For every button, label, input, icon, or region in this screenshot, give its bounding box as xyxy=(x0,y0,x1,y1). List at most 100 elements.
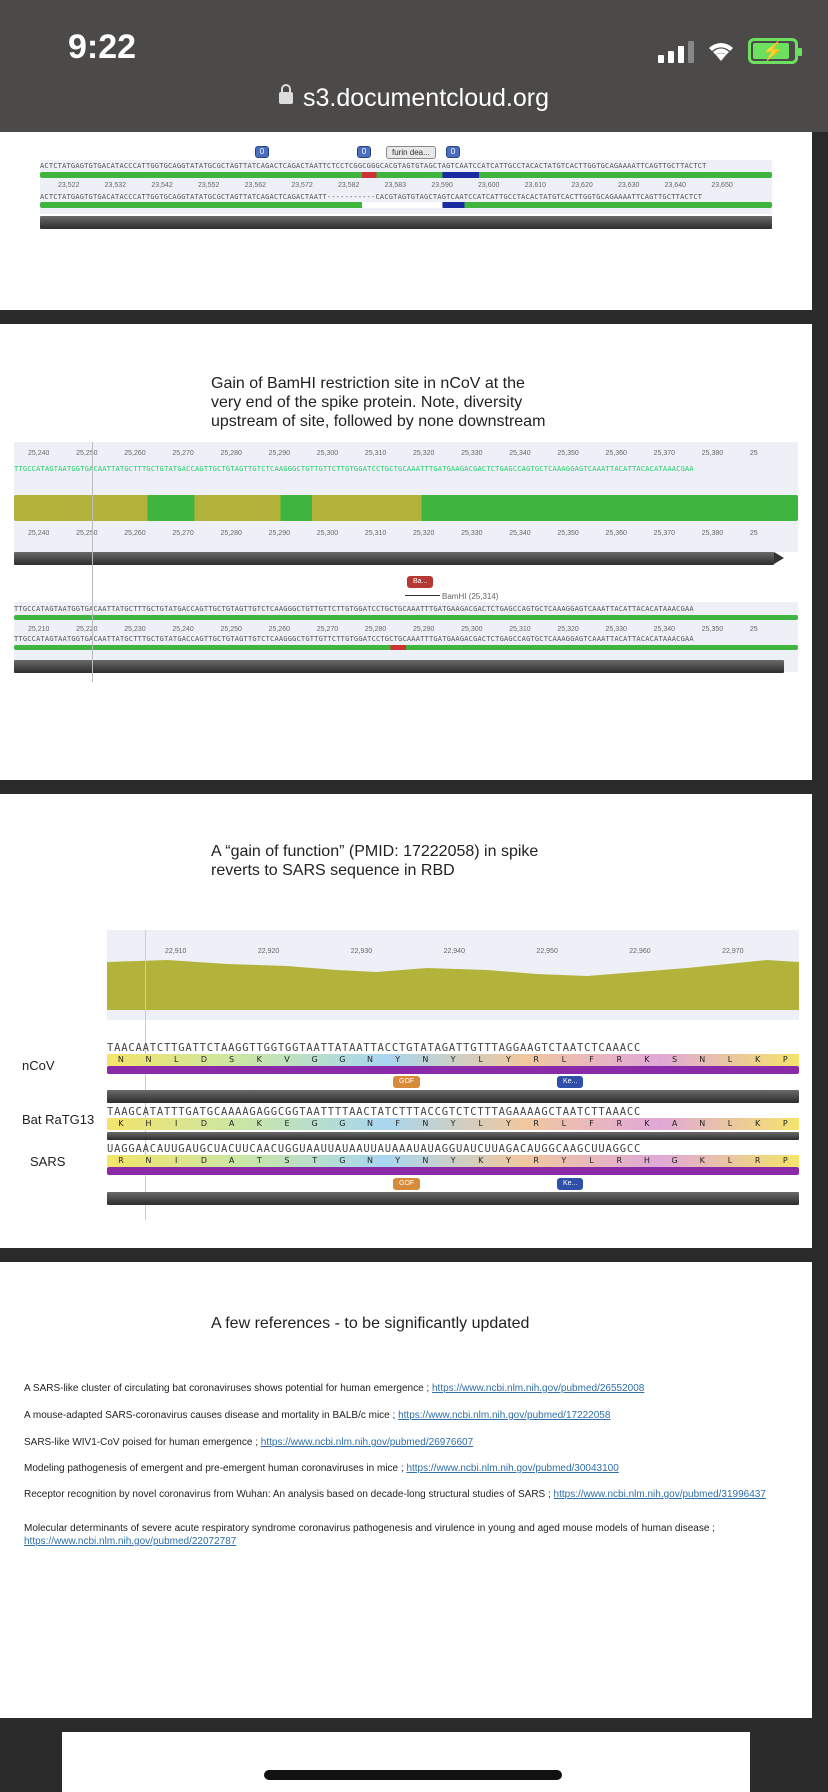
tick-label: 25,210 xyxy=(28,626,50,633)
amino-acid: I xyxy=(175,1156,178,1165)
nt-sars: UAGGAACAUUGAUGCUACUUCAACUGGUAAUUAUAAUUAU… xyxy=(107,1143,642,1155)
slide2-title: Gain of BamHI restriction site in nCoV a… xyxy=(211,375,546,430)
reference-text: SARS-like WIV1-CoV poised for human emer… xyxy=(24,1437,261,1448)
annotation-button-2[interactable]: 0 xyxy=(357,146,371,158)
amino-acid: L xyxy=(561,1055,567,1064)
amino-acid: N xyxy=(367,1156,374,1165)
tick-label: 25,270 xyxy=(172,530,194,537)
row-label-sars: SARS xyxy=(30,1154,66,1169)
ke-tag-1[interactable]: Ke... xyxy=(557,1076,584,1088)
amino-acid: R xyxy=(616,1119,622,1128)
status-icons: ⚡ xyxy=(658,36,802,66)
amino-acid: K xyxy=(256,1119,262,1128)
tick-label: 25,300 xyxy=(316,530,339,537)
amino-acid: G xyxy=(339,1055,346,1064)
gof-tag-2[interactable]: GOF xyxy=(393,1178,421,1190)
amino-acid: D xyxy=(200,1119,207,1128)
tick-label: 22,970 xyxy=(722,948,744,955)
bamhi-site-line xyxy=(405,595,440,596)
amino-acid: K xyxy=(644,1055,650,1064)
feature-arrow-upper xyxy=(14,552,784,565)
slide-bamhi-site: Gain of BamHI restriction site in nCoV a… xyxy=(0,324,812,780)
amino-acid: Y xyxy=(395,1055,401,1064)
reference-link[interactable]: https://www.ncbi.nlm.nih.gov/pubmed/1722… xyxy=(398,1410,611,1421)
amino-acid: L xyxy=(561,1119,567,1128)
identity-bar-lower xyxy=(14,615,798,620)
sequence-lower-b: TTGCCATAGTAATGGTGACAATTATGCTTTGCTGTATGAC… xyxy=(14,636,694,643)
tick-label: 25,310 xyxy=(364,530,387,537)
tick-label: 25,340 xyxy=(653,626,676,633)
tick-label: 23,532 xyxy=(104,182,127,189)
tick-label: 25,370 xyxy=(653,450,676,457)
amino-acid: S xyxy=(284,1156,290,1165)
tick-label: 23,610 xyxy=(524,182,547,189)
sequence-top: ACTCTATGAGTGTGACATACCCATTGGTGCAGGTATATGC… xyxy=(40,163,707,170)
reference-item: Modeling pathogenesis of emergent and pr… xyxy=(24,1462,794,1475)
annotation-button-3[interactable]: 0 xyxy=(446,146,460,158)
annotation-button-1[interactable]: 0 xyxy=(255,146,269,158)
feature-bar-lower xyxy=(14,660,784,673)
amino-acid: A xyxy=(228,1156,235,1165)
home-indicator[interactable] xyxy=(264,1770,562,1780)
amino-acid: N xyxy=(699,1119,706,1128)
bamhi-tag[interactable]: Ba... xyxy=(407,576,434,588)
feature-bar-sars xyxy=(107,1192,799,1205)
row-label-ncov: nCoV xyxy=(22,1058,55,1073)
amino-acid: N xyxy=(422,1156,429,1165)
tick-label: 25,300 xyxy=(461,626,483,633)
ke-tag-2[interactable]: Ke... xyxy=(557,1178,584,1190)
amino-acid: L xyxy=(727,1055,733,1064)
tick-label: 25,310 xyxy=(509,626,531,633)
amino-acid: P xyxy=(782,1119,788,1128)
amino-acid: K xyxy=(699,1156,705,1165)
amino-acid: G xyxy=(311,1119,318,1128)
amino-acid: G xyxy=(339,1119,346,1128)
furin-deletion-label[interactable]: furin dea... xyxy=(386,146,436,159)
amino-acid: N xyxy=(699,1055,706,1064)
amino-acid: R xyxy=(533,1055,539,1064)
reference-link[interactable]: https://www.ncbi.nlm.nih.gov/pubmed/2697… xyxy=(260,1437,474,1448)
reference-link[interactable]: https://www.ncbi.nlm.nih.gov/pubmed/3199… xyxy=(553,1489,766,1500)
tick-label: 23,562 xyxy=(244,182,267,189)
amino-acid: K xyxy=(118,1119,124,1128)
tick-label: 25,320 xyxy=(413,450,435,457)
tick-label: 25,240 xyxy=(172,626,194,633)
reference-text: A SARS-like cluster of circulating bat c… xyxy=(24,1383,432,1394)
amino-acid: P xyxy=(782,1055,788,1064)
reference-link[interactable]: https://www.ncbi.nlm.nih.gov/pubmed/2207… xyxy=(24,1536,237,1547)
cursor-line xyxy=(145,930,146,1220)
amino-acid: F xyxy=(589,1119,594,1128)
amino-acid: Y xyxy=(506,1156,511,1165)
tick-label: 25,340 xyxy=(509,450,531,457)
address-bar[interactable]: s3.documentcloud.org xyxy=(0,84,828,113)
amino-acid: N xyxy=(367,1055,374,1064)
tick-label: 25,220 xyxy=(76,626,98,633)
gof-tag-1[interactable]: GOF xyxy=(393,1076,421,1088)
tick-label: 25 xyxy=(749,626,758,633)
amino-acid: N xyxy=(422,1055,429,1064)
reference-text: Modeling pathogenesis of emergent and pr… xyxy=(24,1463,407,1474)
reference-link[interactable]: https://www.ncbi.nlm.nih.gov/pubmed/3004… xyxy=(406,1463,619,1474)
battery-charging-icon: ⚡ xyxy=(748,38,802,64)
feature-bar-ratg13 xyxy=(107,1132,799,1140)
tick-label: 25,310 xyxy=(364,450,387,457)
tick-label: 25 xyxy=(749,450,758,457)
amino-acid: S xyxy=(672,1055,678,1064)
amino-acid: Y xyxy=(561,1156,567,1165)
bamhi-site-label: BamHI (25,314) xyxy=(442,592,499,601)
sequence-upper: TTGCCATAGTAATGGTGACAATTATGCTTTGCTGTATGAC… xyxy=(14,466,694,473)
amino-acid: L xyxy=(478,1119,484,1128)
tick-label: 23,590 xyxy=(431,182,453,189)
row-label-ratg13: Bat RaTG13 xyxy=(22,1112,95,1127)
cursor-line xyxy=(92,442,93,682)
tick-label: 25,320 xyxy=(557,626,579,633)
tick-label: 22,910 xyxy=(165,948,187,955)
tick-label: 23,582 xyxy=(338,182,360,189)
amino-acid: P xyxy=(782,1156,788,1165)
reference-link[interactable]: https://www.ncbi.nlm.nih.gov/pubmed/2655… xyxy=(431,1383,645,1394)
identity-bar-top xyxy=(40,172,772,178)
tick-label: 23,650 xyxy=(711,182,733,189)
amino-acid: H xyxy=(145,1119,152,1128)
tick-label: 25,330 xyxy=(461,530,483,537)
slide-gain-of-function: A “gain of function” (PMID: 17222058) in… xyxy=(0,794,812,1248)
